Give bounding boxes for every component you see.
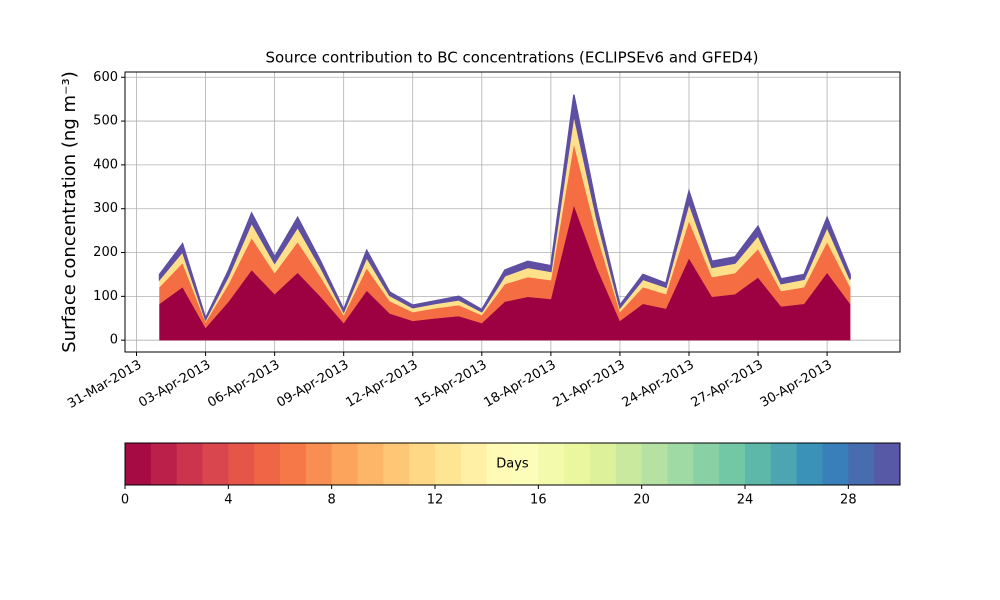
y-tick-label: 200 [93, 245, 118, 260]
colorbar-bin [280, 443, 307, 485]
colorbar-bin [460, 443, 488, 485]
x-tick-label: 30-Apr-2013 [758, 358, 835, 411]
colorbar-bin [331, 443, 358, 485]
y-tick-label: 400 [93, 157, 118, 172]
colorbar-bin [202, 443, 229, 485]
colorbar-bin [538, 443, 565, 485]
colorbar-bin [745, 443, 772, 485]
colorbar-bin [590, 443, 617, 485]
x-tick-label: 09-Apr-2013 [274, 358, 351, 411]
x-tick-label: 31-Mar-2013 [65, 358, 144, 412]
colorbar-tick-label: 12 [427, 493, 444, 508]
y-tick-label: 100 [93, 289, 118, 304]
y-axis-label: Surface concentration (ng m⁻³) [59, 71, 80, 353]
colorbar-bin [357, 443, 384, 485]
chart-title: Source contribution to BC concentrations… [265, 49, 758, 67]
colorbar-bin [874, 443, 901, 485]
colorbar-tick-label: 4 [224, 493, 232, 508]
colorbar-bin [822, 443, 849, 485]
colorbar-tick-label: 16 [530, 493, 547, 508]
x-tick-label: 24-Apr-2013 [620, 358, 697, 411]
x-tick-label: 18-Apr-2013 [481, 358, 558, 411]
colorbar-tick-label: 24 [737, 493, 754, 508]
plot-frame [124, 71, 901, 353]
y-tick-label: 500 [93, 114, 118, 129]
colorbar-bin [409, 443, 436, 485]
colorbar-bin [150, 443, 178, 485]
colorbar-label: Days [496, 457, 529, 472]
colorbar-bin [693, 443, 720, 485]
colorbar-bin [435, 443, 462, 485]
x-tick-label: 27-Apr-2013 [689, 358, 766, 411]
colorbar-bin [176, 443, 203, 485]
colorbar-bin [615, 443, 643, 485]
colorbar-tick-label: 8 [328, 493, 336, 508]
area [158, 94, 851, 322]
colorbar-bin [228, 443, 255, 485]
colorbar-bin [254, 443, 281, 485]
colorbar-bin [125, 443, 152, 485]
colorbar-bin [486, 443, 513, 485]
y-tick-label: 0 [110, 333, 118, 348]
colorbar-tick-label: 28 [840, 493, 857, 508]
colorbar-tick-label: 0 [121, 493, 129, 508]
x-tick-label: 06-Apr-2013 [205, 358, 282, 411]
colorbar-tick-label: 20 [633, 493, 650, 508]
colorbar-bin [770, 443, 798, 485]
x-tick-label: 03-Apr-2013 [136, 358, 213, 411]
colorbar-frame [124, 442, 901, 486]
colorbar-bin [848, 443, 875, 485]
colorbar-bin [667, 443, 694, 485]
colorbar-bin [796, 443, 823, 485]
x-tick-label: 12-Apr-2013 [343, 358, 420, 411]
colorbar-bin [305, 443, 333, 485]
colorbar-bin [512, 443, 539, 485]
colorbar-bin [564, 443, 591, 485]
x-tick-label: 15-Apr-2013 [412, 358, 489, 411]
colorbar-bin [641, 443, 668, 485]
colorbar-bin [383, 443, 410, 485]
y-tick-label: 300 [93, 201, 118, 216]
x-tick-label: 21-Apr-2013 [551, 358, 628, 411]
colorbar-bin [719, 443, 746, 485]
y-tick-label: 600 [93, 70, 118, 85]
